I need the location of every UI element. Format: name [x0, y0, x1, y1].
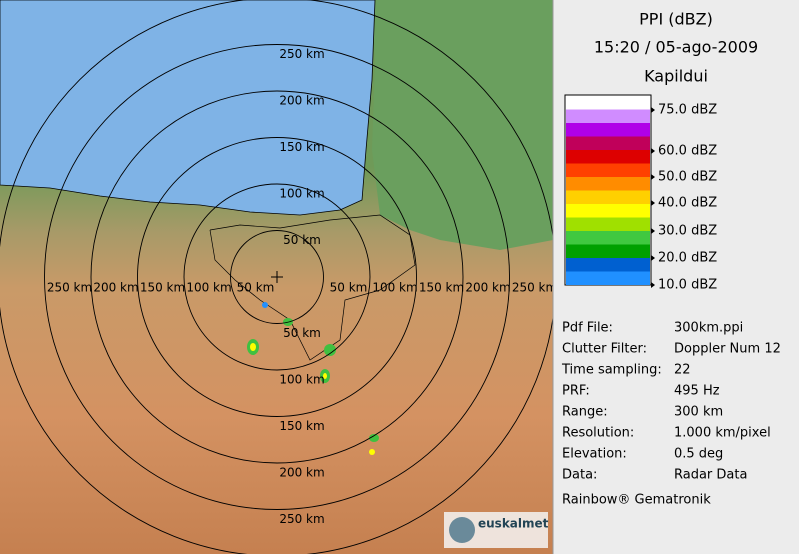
- echo: [324, 344, 336, 356]
- info-value: Doppler Num 12: [674, 342, 781, 357]
- range-label: 150 km: [140, 281, 185, 295]
- echo: [250, 343, 256, 351]
- echo: [369, 449, 375, 455]
- legend-label: 60.0 dBZ: [658, 144, 717, 159]
- legend-band: [566, 231, 650, 245]
- legend-band: [566, 271, 650, 285]
- range-label: 150 km: [279, 140, 324, 154]
- range-label: 200 km: [465, 281, 510, 295]
- echo: [262, 302, 268, 308]
- legend-tick: [651, 174, 655, 180]
- info-label: Elevation:: [562, 447, 627, 462]
- legend-band: [566, 190, 650, 204]
- range-label: 100 km: [186, 281, 231, 295]
- range-label: 100 km: [279, 187, 324, 201]
- info-value: 0.5 deg: [674, 447, 723, 462]
- range-label: 250 km: [279, 47, 324, 61]
- range-ring: [183, 183, 371, 371]
- echo: [323, 373, 327, 379]
- range-label: 200 km: [279, 94, 324, 108]
- legend-tick: [651, 255, 655, 261]
- range-label: 50 km: [237, 281, 275, 295]
- range-label: 50 km: [283, 326, 321, 340]
- range-label: 150 km: [279, 419, 324, 433]
- info-value: Radar Data: [674, 468, 747, 483]
- range-label: 100 km: [279, 373, 324, 387]
- legend-band: [566, 258, 650, 272]
- range-label: 200 km: [93, 281, 138, 295]
- info-value: 300 km: [674, 405, 723, 420]
- range-label: 150 km: [419, 281, 464, 295]
- info-value: 300km.ppi: [674, 321, 743, 336]
- logo-text: euskalmet: [478, 517, 549, 531]
- france-land: [370, 0, 553, 250]
- legend-tick: [651, 148, 655, 154]
- info-value: 22: [674, 363, 691, 378]
- legend-label: 20.0 dBZ: [658, 251, 717, 266]
- region-border: [209, 214, 416, 361]
- legend-tick: [651, 282, 655, 288]
- echoes: [247, 302, 379, 455]
- legend-band: [566, 136, 650, 150]
- sea: [0, 0, 376, 216]
- legend-label: 10.0 dBZ: [658, 278, 717, 293]
- legend-tick: [651, 228, 655, 234]
- info-label: Resolution:: [562, 426, 634, 441]
- logo-icon: [449, 517, 475, 543]
- range-ring: [137, 137, 417, 417]
- legend-label: 30.0 dBZ: [658, 224, 717, 239]
- range-label: 50 km: [330, 281, 368, 295]
- echo: [369, 434, 379, 442]
- info-label: PRF:: [562, 384, 590, 399]
- legend-tick: [651, 200, 655, 206]
- info-label: Clutter Filter:: [562, 342, 647, 357]
- legend-label: 75.0 dBZ: [658, 103, 717, 118]
- legend-band: [566, 123, 650, 137]
- footer: Rainbow® Gematronik: [562, 493, 711, 508]
- legend-band: [566, 204, 650, 218]
- info-label: Data:: [562, 468, 597, 483]
- legend-band: [566, 177, 650, 191]
- range-ring: [44, 44, 510, 510]
- legend-band: [566, 163, 650, 177]
- info-value: 495 Hz: [674, 384, 720, 399]
- info-label: Pdf File:: [562, 321, 613, 336]
- legend-band: [566, 244, 650, 258]
- range-label: 250 km: [279, 512, 324, 526]
- legend-band: [566, 217, 650, 231]
- legend-label: 50.0 dBZ: [658, 170, 717, 185]
- panel-station: Kapildui: [644, 67, 708, 86]
- legend-tick: [651, 107, 655, 113]
- color-legend: 75.0 dBZ 60.0 dBZ 50.0 dBZ 40.0 dBZ 30.0 dBZ…: [564, 94, 717, 293]
- logo: euskalmet: [444, 512, 549, 548]
- legend-label: 40.0 dBZ: [658, 196, 717, 211]
- panel-datetime: 15:20 / 05-ago-2009: [594, 38, 758, 57]
- range-label: 200 km: [279, 466, 324, 480]
- panel-title: PPI (dBZ): [639, 10, 713, 29]
- range-label: 250 km: [512, 281, 557, 295]
- range-label: 50 km: [283, 233, 321, 247]
- legend-band: [566, 150, 650, 164]
- range-ring: [90, 90, 464, 464]
- legend-band: [566, 109, 650, 123]
- info-value: 1.000 km/pixel: [674, 426, 771, 441]
- range-ring: [230, 230, 324, 324]
- legend-band: [566, 96, 650, 110]
- info-label: Range:: [562, 405, 608, 420]
- range-label: 100 km: [372, 281, 417, 295]
- info-label: Time sampling:: [561, 363, 662, 378]
- range-label: 250 km: [47, 281, 92, 295]
